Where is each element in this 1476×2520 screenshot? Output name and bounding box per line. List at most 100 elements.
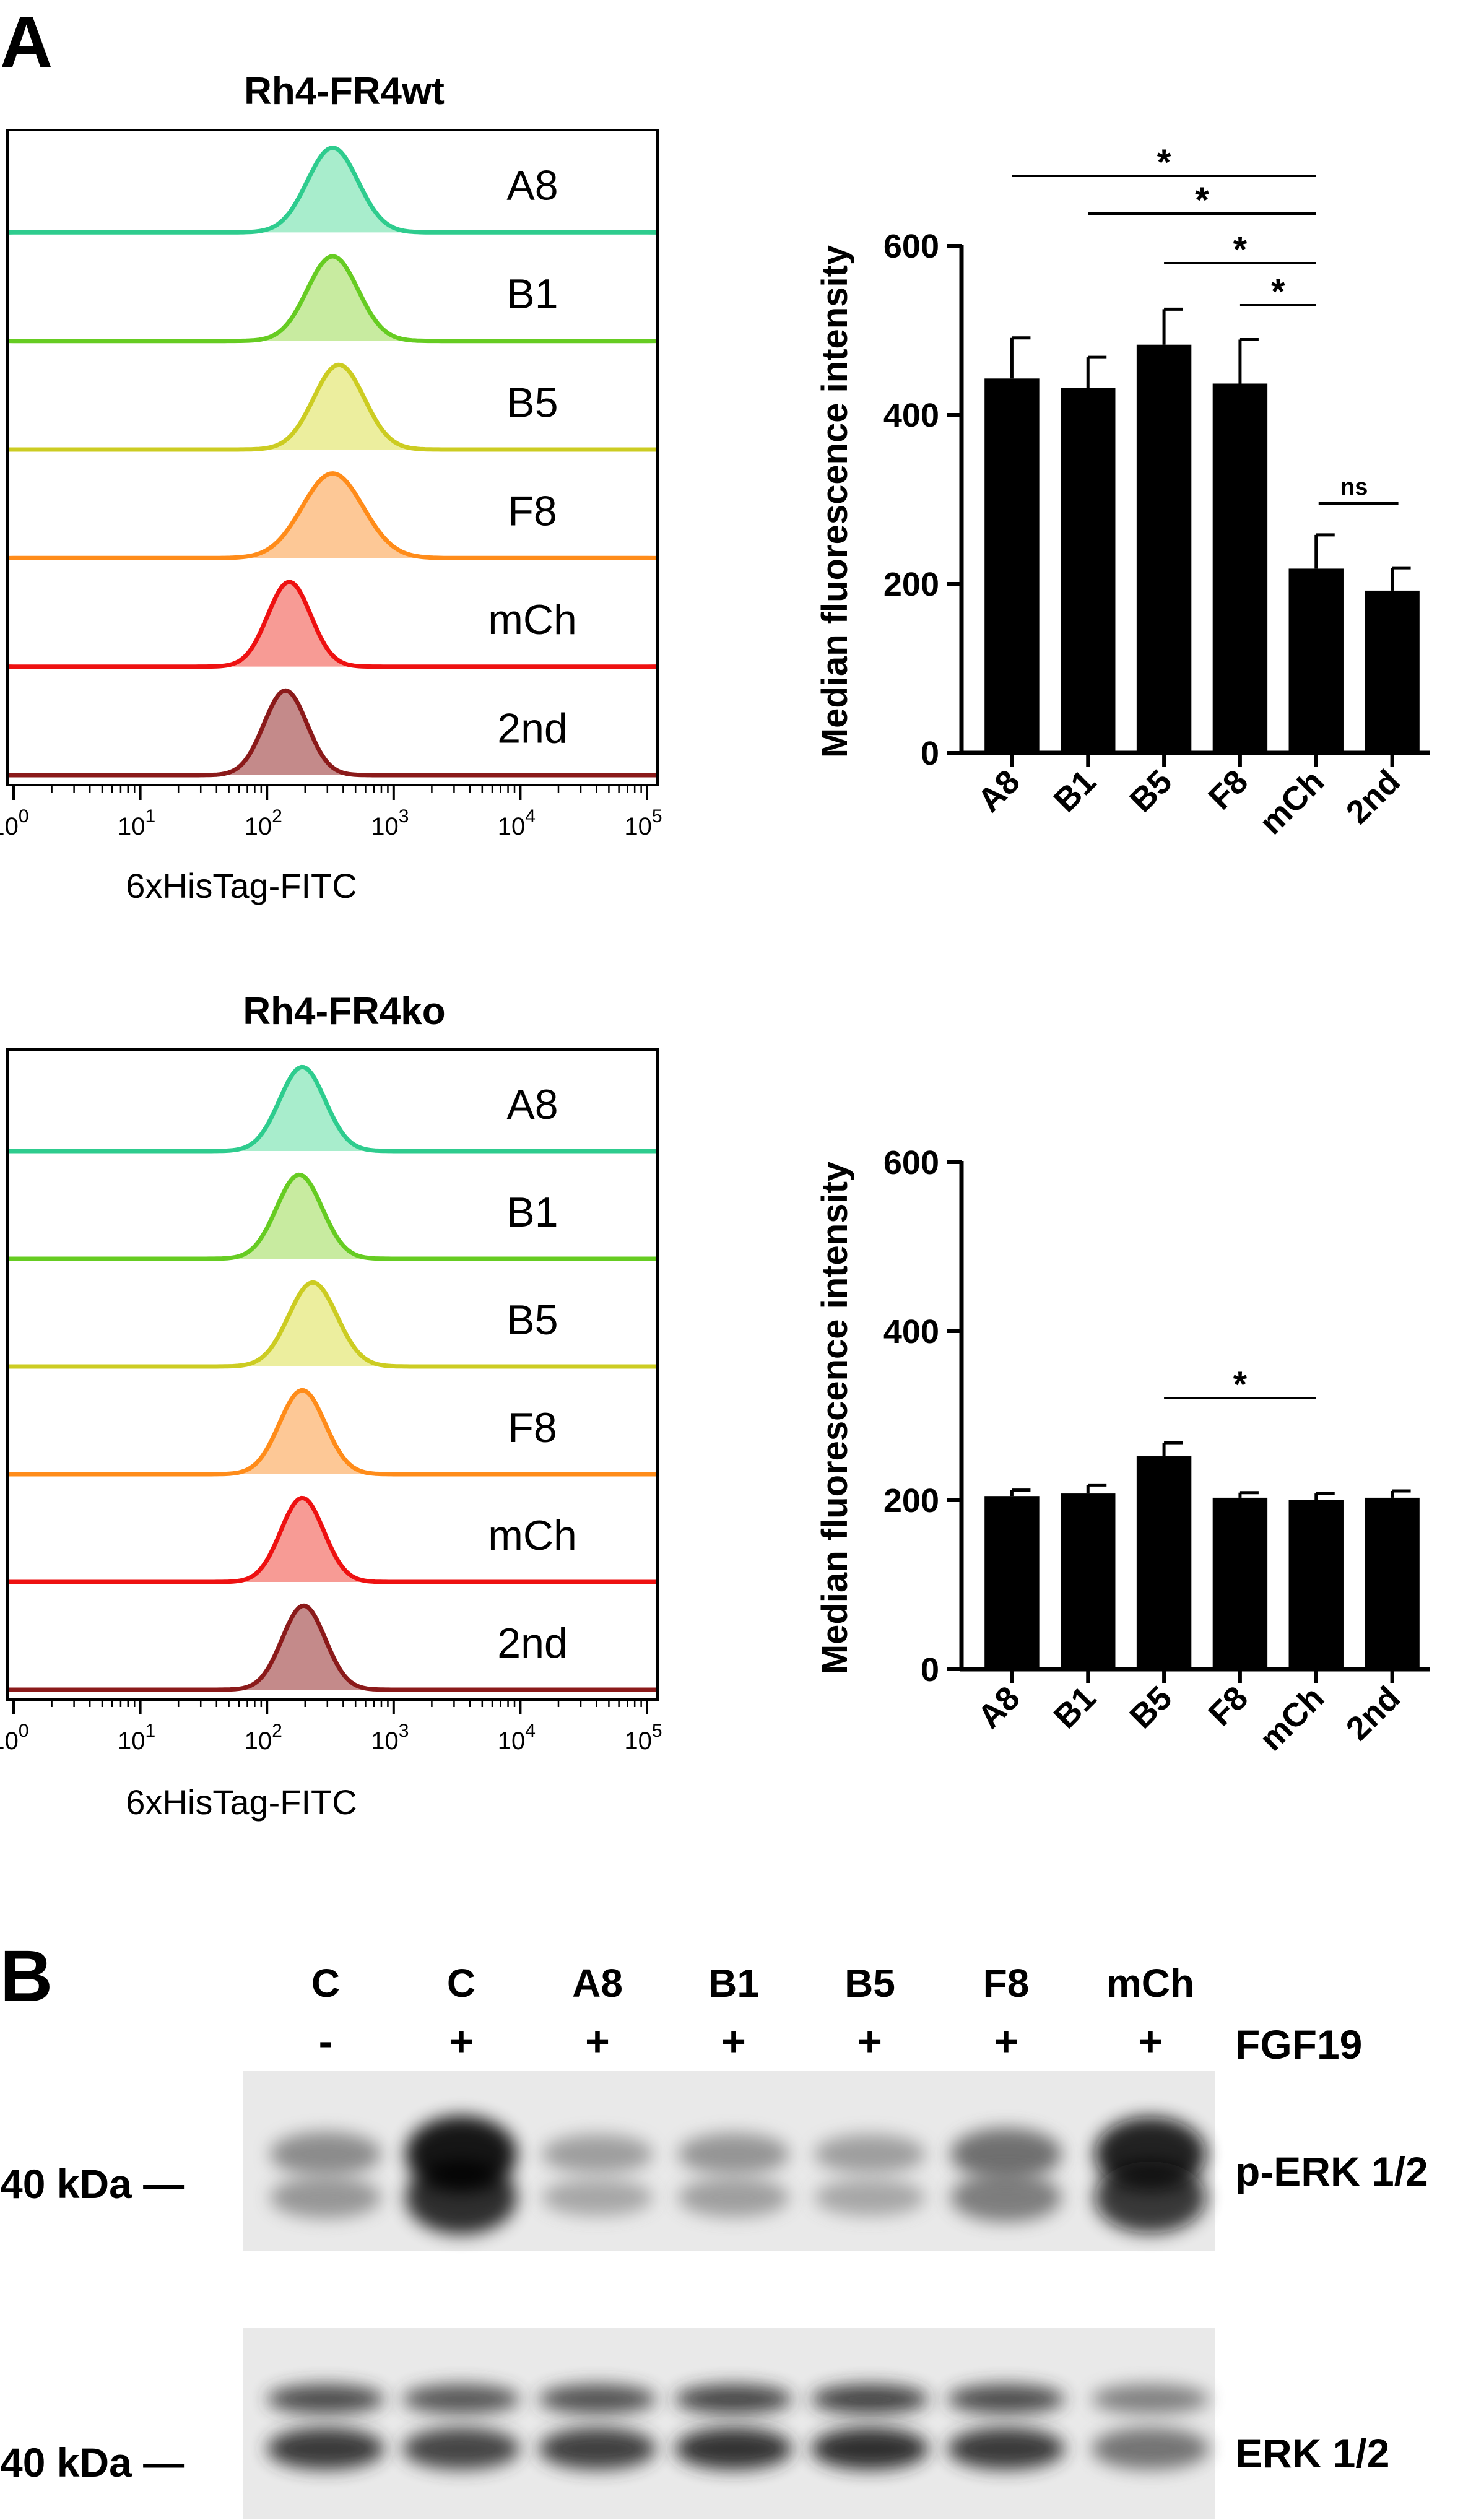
x-tick-exponent: 4 — [525, 1721, 536, 1741]
x-tick-label: A8 — [971, 763, 1027, 819]
histogram-curve — [8, 146, 657, 235]
series-label: A8 — [506, 162, 558, 209]
bar — [1288, 1500, 1344, 1669]
blot-band — [947, 2427, 1065, 2470]
histogram-x-label: 6xHisTag-FITC — [126, 866, 357, 905]
x-tick-exponent: 0 — [19, 1721, 29, 1741]
y-tick-label: 0 — [921, 1651, 939, 1688]
x-tick-label: 104 — [498, 806, 536, 840]
histogram-title: Rh4-FR4ko — [243, 990, 445, 1033]
lane-label: B5 — [844, 1961, 895, 2005]
bar-chart-ko: Median fluorescence intensity 0 200 400 600… — [815, 1144, 1430, 1758]
series-label: F8 — [508, 1404, 557, 1451]
blot-band — [539, 2384, 656, 2414]
blot-band — [267, 2427, 384, 2470]
bar — [1061, 388, 1116, 753]
x-tick-label: 103 — [371, 806, 409, 840]
significance-label: * — [1233, 230, 1248, 270]
histogram-fill — [14, 1067, 647, 1151]
blot-band — [270, 2176, 381, 2218]
histogram-frame — [6, 1048, 659, 1701]
significance-label: ns — [1340, 474, 1368, 500]
x-tick-label: F8 — [1201, 763, 1255, 817]
y-tick-label: 0 — [921, 735, 939, 772]
blot-band — [811, 2384, 929, 2414]
series-label: B5 — [506, 379, 558, 426]
lane-label: C — [311, 1961, 340, 2005]
blot-band — [814, 2134, 926, 2174]
blot-band — [542, 2179, 653, 2216]
bar — [1365, 590, 1420, 753]
blot-band — [950, 2128, 1062, 2180]
x-tick-label: 105 — [624, 806, 662, 840]
blot-band — [947, 2384, 1065, 2414]
histogram-curve — [9, 1603, 656, 1692]
histogram-curve — [9, 1388, 656, 1477]
x-tick-label: B1 — [1046, 763, 1103, 819]
bar — [1136, 344, 1192, 753]
x-tick-label: A8 — [971, 1679, 1027, 1736]
x-tick-label: 101 — [118, 1721, 155, 1755]
blot-band — [402, 2427, 520, 2470]
significance-label: * — [1195, 180, 1209, 220]
blot-band — [811, 2427, 929, 2470]
blot-band — [675, 2384, 792, 2414]
bar-chart-wt: Median fluorescence intensity 0 200 400 600… — [815, 142, 1430, 841]
histogram-curve — [9, 362, 656, 452]
blot-band — [542, 2134, 653, 2174]
blot-band — [675, 2427, 792, 2470]
lane-label: C — [447, 1961, 475, 2005]
blot-band — [267, 2384, 384, 2414]
lane-label: A8 — [572, 1961, 623, 2005]
x-tick-label: 103 — [371, 1721, 409, 1755]
x-tick-label: B1 — [1046, 1679, 1103, 1736]
x-tick-base: 10 — [0, 1727, 19, 1755]
x-tick-exponent: 5 — [652, 806, 662, 827]
histogram-curve — [9, 1495, 656, 1584]
blot-band — [950, 2173, 1062, 2222]
significance-label: * — [1233, 1365, 1248, 1405]
histogram-fill — [14, 1282, 647, 1366]
bar — [1365, 1497, 1420, 1669]
series-label: A8 — [506, 1081, 558, 1128]
significance-label: * — [1157, 142, 1171, 183]
treatment-marker: + — [449, 2018, 474, 2065]
histogram-curve — [8, 254, 657, 344]
x-tick-base: 10 — [371, 1727, 399, 1755]
lane-label: mCh — [1106, 1961, 1194, 2005]
series-label: mCh — [488, 596, 577, 643]
molecular-weight-marker: 40 kDa — — [0, 2161, 184, 2207]
x-tick-base: 10 — [245, 813, 272, 840]
bar — [1136, 1456, 1192, 1669]
x-tick-label: mCh — [1252, 1679, 1331, 1758]
treatment-marker: + — [857, 2018, 882, 2065]
bar-y-label: Median fluorescence intensity — [815, 245, 855, 758]
x-tick-exponent: 2 — [272, 1721, 282, 1741]
x-tick-base: 10 — [498, 813, 526, 840]
histogram-fill — [14, 1498, 647, 1582]
treatment-marker: + — [585, 2018, 610, 2065]
treatment-marker: + — [994, 2018, 1018, 2065]
bar — [1212, 383, 1268, 753]
blot-band — [402, 2384, 520, 2414]
y-tick-label: 400 — [883, 1313, 939, 1350]
y-tick-label: 200 — [883, 566, 939, 603]
y-tick-label: 400 — [883, 397, 939, 434]
x-tick-exponent: 2 — [272, 806, 282, 827]
blot-band — [1095, 2162, 1206, 2233]
blot-band — [678, 2133, 789, 2175]
histogram-fill — [14, 147, 647, 233]
histogram-fill — [14, 256, 647, 341]
blot-band — [678, 2178, 789, 2217]
blot-band — [814, 2179, 926, 2216]
histogram-fill — [14, 1175, 647, 1259]
x-tick-base: 10 — [118, 1727, 145, 1755]
x-tick-base: 10 — [624, 813, 652, 840]
panel-letter-b: B — [0, 1936, 53, 2017]
x-tick-label: 105 — [624, 1721, 662, 1755]
series-label: B1 — [506, 1189, 558, 1236]
panel-letter-a: A — [0, 1, 53, 83]
histogram-curve — [9, 688, 656, 778]
